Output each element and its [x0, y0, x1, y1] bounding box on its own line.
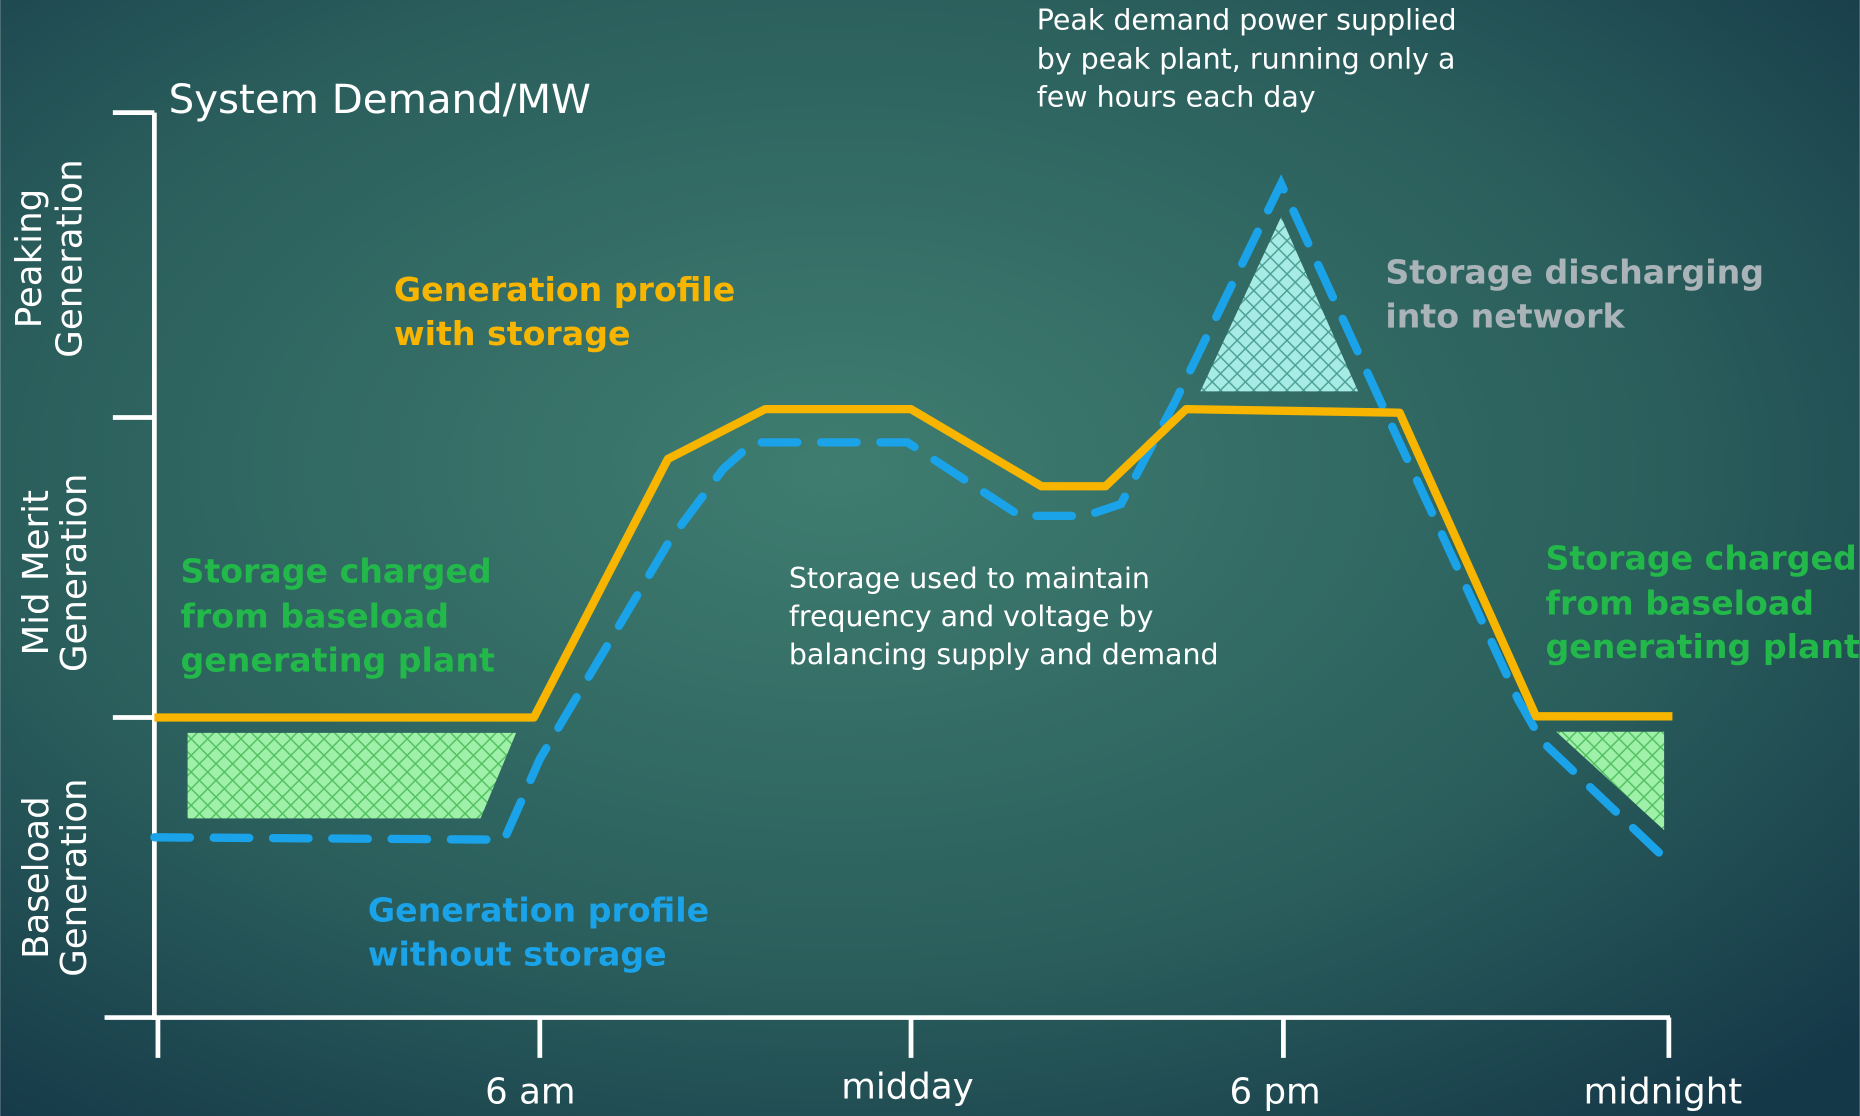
band-label: Peaking	[9, 189, 50, 328]
annotation: Storage discharging	[1385, 252, 1764, 291]
annotation: Generation profile	[368, 891, 709, 930]
annotation: Peak demand power supplied	[1037, 3, 1457, 36]
annotation: Storage used to maintain	[789, 562, 1150, 595]
charge-area	[187, 732, 517, 819]
annotation: Storage charged	[180, 551, 491, 590]
x-label: 6 am	[485, 1071, 575, 1112]
profile-with-storage	[154, 405, 1673, 722]
x-label: midday	[841, 1067, 974, 1108]
band-label: Generation	[54, 474, 95, 672]
annotation: from baseload	[1546, 583, 1814, 622]
annotation: into network	[1385, 296, 1625, 335]
annotation: from baseload	[180, 596, 448, 635]
x-label: midnight	[1584, 1071, 1743, 1112]
annotation: frequency and voltage by	[789, 600, 1154, 633]
annotation: generating plant	[1546, 627, 1860, 666]
discharge-area	[1200, 217, 1359, 392]
band-label: Baseload	[16, 796, 57, 959]
profile-without-storage	[150, 174, 1671, 864]
annotation: by peak plant, running only a	[1037, 42, 1456, 75]
y-axis-title: System Demand/MW	[169, 76, 591, 123]
annotation: generating plant	[180, 640, 494, 679]
annotation: Storage charged	[1546, 538, 1857, 577]
charge-area	[1556, 731, 1665, 831]
annotation: few hours each day	[1037, 80, 1316, 113]
band-label: Generation	[49, 159, 90, 357]
annotation: balancing supply and demand	[789, 638, 1219, 671]
annotation: with storage	[394, 314, 631, 353]
axes	[104, 110, 1672, 1058]
band-label: Mid Merit	[16, 490, 57, 656]
band-label: Generation	[54, 778, 95, 976]
annotation: without storage	[368, 934, 667, 973]
annotation: Generation profile	[394, 270, 735, 309]
x-label: 6 pm	[1230, 1071, 1321, 1112]
